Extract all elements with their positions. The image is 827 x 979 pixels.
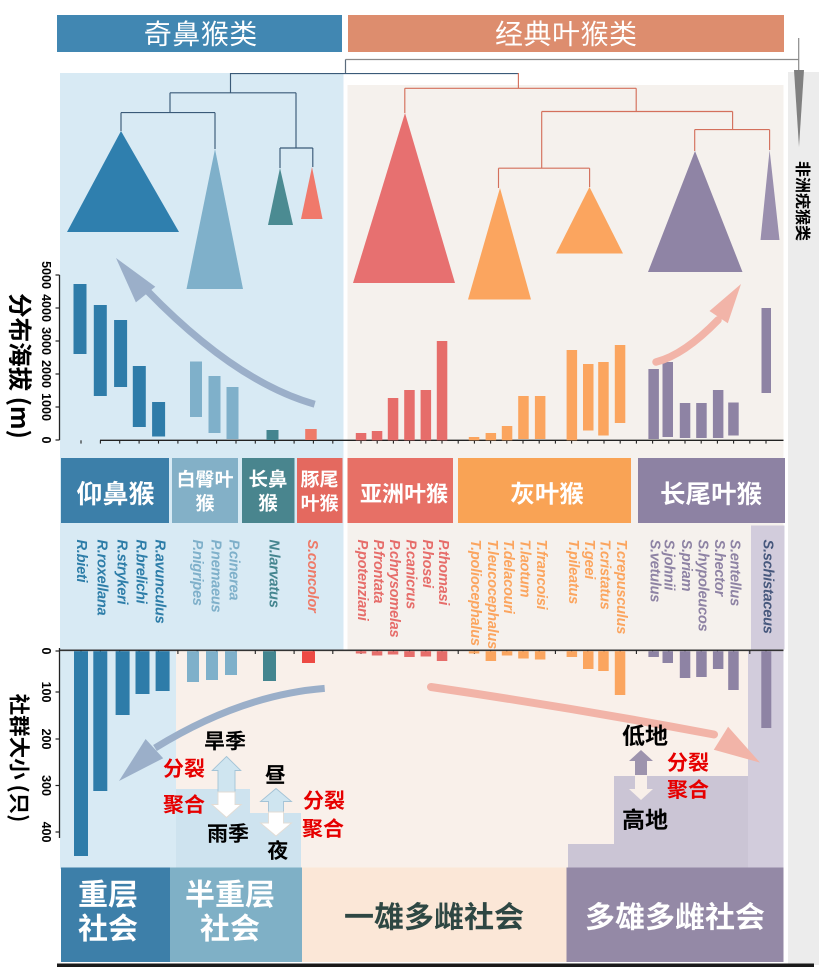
svg-text:S.schistaceus: S.schistaceus — [759, 540, 775, 634]
svg-text:P.nemaeus: P.nemaeus — [208, 540, 224, 613]
svg-text:S.priam: S.priam — [678, 540, 694, 592]
svg-text:P.hosei: P.hosei — [419, 540, 435, 589]
svg-text:N.larvatus: N.larvatus — [266, 540, 282, 608]
svg-text:T.cristatus: T.cristatus — [597, 540, 613, 610]
svg-text:100: 100 — [39, 682, 53, 703]
svg-text:R.brelichi: R.brelichi — [132, 540, 148, 605]
svg-text:S.entellus: S.entellus — [727, 540, 743, 607]
svg-text:R.strykeri: R.strykeri — [114, 540, 130, 606]
svg-text:200: 200 — [39, 729, 53, 750]
svg-text:300: 300 — [39, 775, 53, 796]
svg-text:T.francoisi: T.francoisi — [533, 540, 549, 611]
svg-text:P.frontata: P.frontata — [370, 540, 386, 604]
svg-text:4000: 4000 — [39, 294, 53, 322]
svg-text:T.geei: T.geei — [581, 540, 597, 581]
svg-text:P.cinerea: P.cinerea — [226, 540, 242, 601]
svg-text:S.concolor: S.concolor — [304, 540, 320, 614]
svg-text:R.roxellana: R.roxellana — [93, 540, 109, 616]
svg-text:P.canicrus: P.canicrus — [403, 540, 419, 610]
svg-text:S.hector: S.hector — [711, 540, 727, 598]
svg-text:R.bieti: R.bieti — [73, 540, 89, 584]
svg-text:2000: 2000 — [39, 360, 53, 388]
svg-text:S.johnii: S.johnii — [661, 540, 677, 592]
svg-text:T.laotum: T.laotum — [517, 540, 533, 598]
svg-text:0: 0 — [39, 437, 53, 444]
svg-text:P.nigripes: P.nigripes — [189, 540, 205, 606]
svg-text:0: 0 — [39, 648, 53, 655]
svg-text:S.vetulus: S.vetulus — [647, 540, 663, 603]
svg-text:S.hypoleucos: S.hypoleucos — [695, 540, 711, 632]
svg-text:R.avunculus: R.avunculus — [152, 540, 168, 624]
svg-text:T.pileatus: T.pileatus — [565, 540, 581, 605]
svg-text:T.leucocephalus: T.leucocephalus — [484, 540, 500, 650]
svg-text:P.thomasi: P.thomasi — [435, 540, 451, 607]
svg-text:400: 400 — [39, 822, 53, 843]
svg-text:T.delacouri: T.delacouri — [500, 540, 516, 615]
svg-text:5000: 5000 — [39, 261, 53, 289]
svg-text:T.poliocephalus: T.poliocephalus — [467, 540, 483, 646]
svg-text:T.crepusculus: T.crepusculus — [613, 540, 629, 635]
svg-text:3000: 3000 — [39, 327, 53, 355]
svg-text:P.chrysomelas: P.chrysomelas — [386, 540, 402, 638]
svg-text:P.potenziani: P.potenziani — [354, 540, 370, 622]
svg-text:1000: 1000 — [39, 393, 53, 421]
